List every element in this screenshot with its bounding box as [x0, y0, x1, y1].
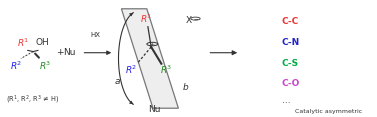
Polygon shape	[121, 9, 178, 108]
Text: R$^2$: R$^2$	[125, 64, 137, 76]
Text: C-S: C-S	[282, 59, 299, 68]
Text: HX: HX	[90, 32, 101, 38]
Text: C-O: C-O	[282, 79, 300, 88]
Text: b: b	[183, 83, 188, 92]
Text: R$^1$: R$^1$	[140, 13, 152, 25]
Text: X: X	[186, 16, 192, 25]
Text: −: −	[193, 16, 198, 21]
Text: Catalytic asymmetric: Catalytic asymmetric	[294, 109, 362, 114]
Text: R$^1$: R$^1$	[17, 36, 29, 49]
Text: Nu: Nu	[63, 48, 76, 57]
Text: C-C: C-C	[282, 17, 299, 26]
Text: ...: ...	[282, 96, 290, 105]
Text: +: +	[150, 42, 155, 47]
Text: (R$^1$, R$^2$, R$^3$ ≠ H): (R$^1$, R$^2$, R$^3$ ≠ H)	[6, 94, 59, 106]
Text: +: +	[56, 48, 63, 57]
Text: R$^3$: R$^3$	[160, 64, 172, 76]
Text: C-N: C-N	[282, 38, 300, 47]
Text: OH: OH	[35, 38, 49, 47]
Text: R$^3$: R$^3$	[39, 60, 51, 72]
Text: a: a	[115, 77, 121, 86]
Text: R$^2$: R$^2$	[10, 59, 22, 72]
Text: Nu: Nu	[149, 105, 161, 114]
